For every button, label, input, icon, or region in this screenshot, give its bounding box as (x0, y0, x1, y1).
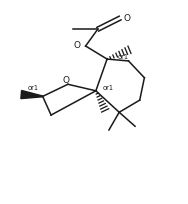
Polygon shape (21, 90, 43, 99)
Text: or1: or1 (118, 54, 129, 60)
Text: O: O (62, 76, 70, 85)
Text: or1: or1 (27, 85, 38, 91)
Text: or1: or1 (102, 85, 113, 91)
Text: O: O (74, 41, 81, 50)
Text: O: O (123, 13, 130, 22)
